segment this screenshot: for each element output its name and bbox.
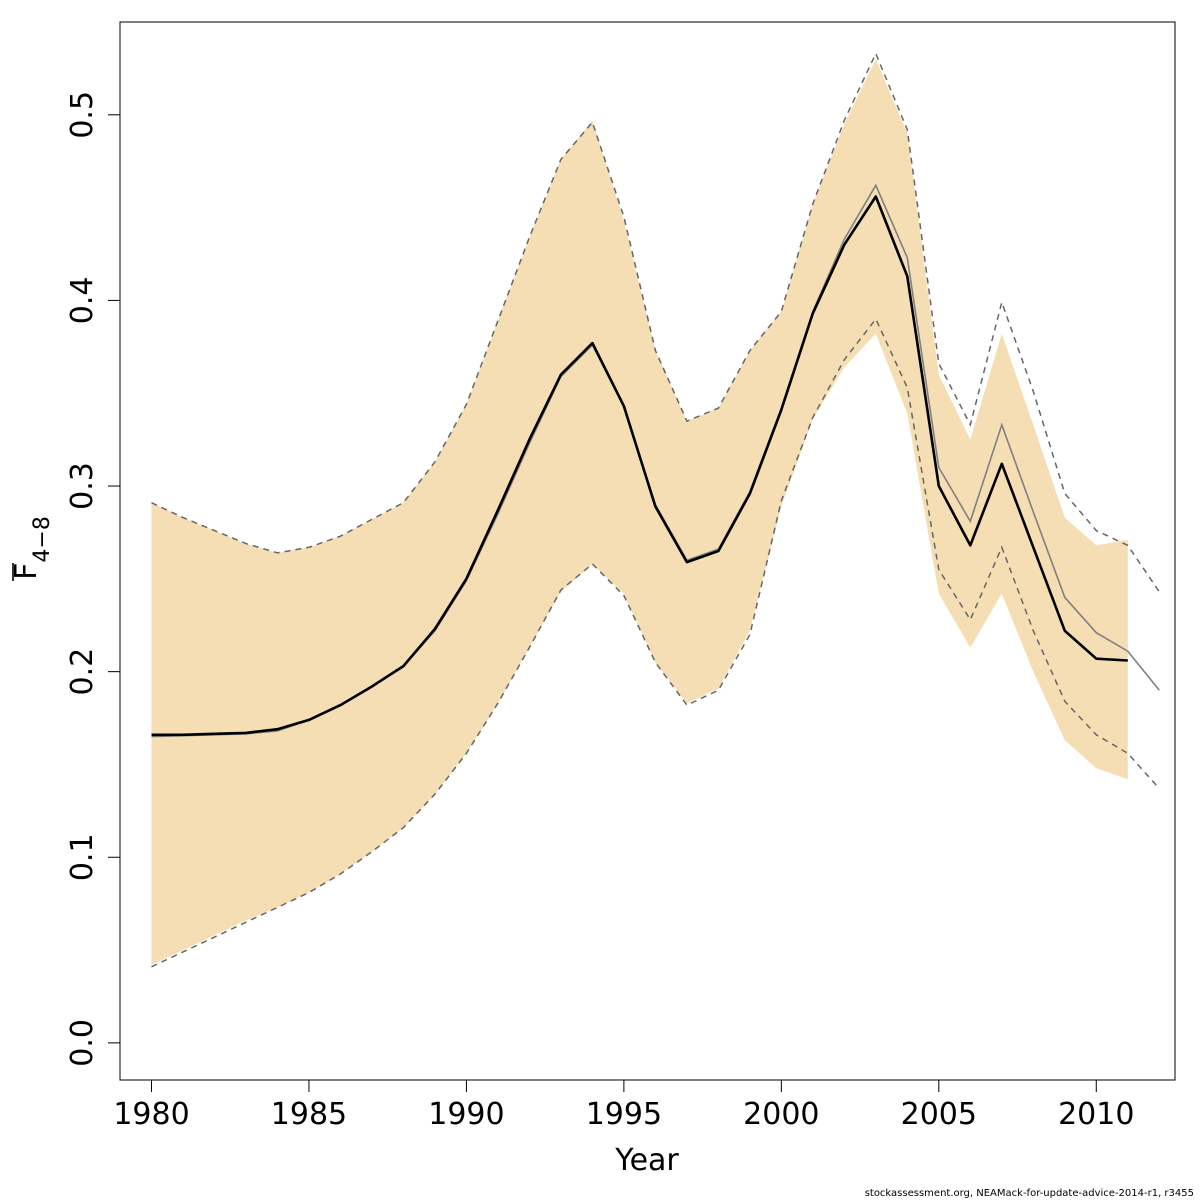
y-axis: 0.0 0.1 0.2 0.3 0.4 0.5 — [65, 91, 120, 1067]
svg-text:F4−8: F4−8 — [9, 516, 55, 580]
x-tick-label: 1990 — [428, 1097, 504, 1132]
footer-credit: stockassessment.org, NEAMack-for-update-… — [865, 1188, 1194, 1199]
x-tick-label: 2010 — [1058, 1097, 1134, 1132]
x-tick-label: 1980 — [113, 1097, 189, 1132]
x-tick-label: 1985 — [271, 1097, 347, 1132]
y-axis-title-sub: 4−8 — [30, 516, 55, 562]
y-tick-label: 0.5 — [65, 91, 100, 139]
x-axis: 1980 1985 1990 1995 2000 2005 2010 — [113, 1080, 1134, 1132]
series-line-layer — [151, 183, 1160, 738]
x-tick-label: 2000 — [743, 1097, 819, 1132]
x-tick-label: 1995 — [586, 1097, 662, 1132]
confidence-band-layer — [151, 59, 1128, 965]
y-axis-title: F4−8 — [9, 516, 55, 581]
y-tick-label: 0.4 — [65, 277, 100, 325]
confidence-band — [151, 59, 1128, 965]
y-tick-label: 0.1 — [65, 833, 100, 881]
x-axis-title: Year — [614, 1143, 679, 1178]
y-tick-label: 0.0 — [65, 1019, 100, 1067]
previous-upper-ci-line — [151, 51, 1160, 593]
x-tick-label: 2005 — [901, 1097, 977, 1132]
y-tick-label: 0.2 — [65, 648, 100, 696]
y-axis-title-main: F — [9, 563, 44, 580]
y-tick-label: 0.3 — [65, 462, 100, 510]
estimate-line — [151, 195, 1128, 737]
previous-ci-layer — [151, 51, 1160, 968]
plot-frame — [119, 21, 1176, 1081]
